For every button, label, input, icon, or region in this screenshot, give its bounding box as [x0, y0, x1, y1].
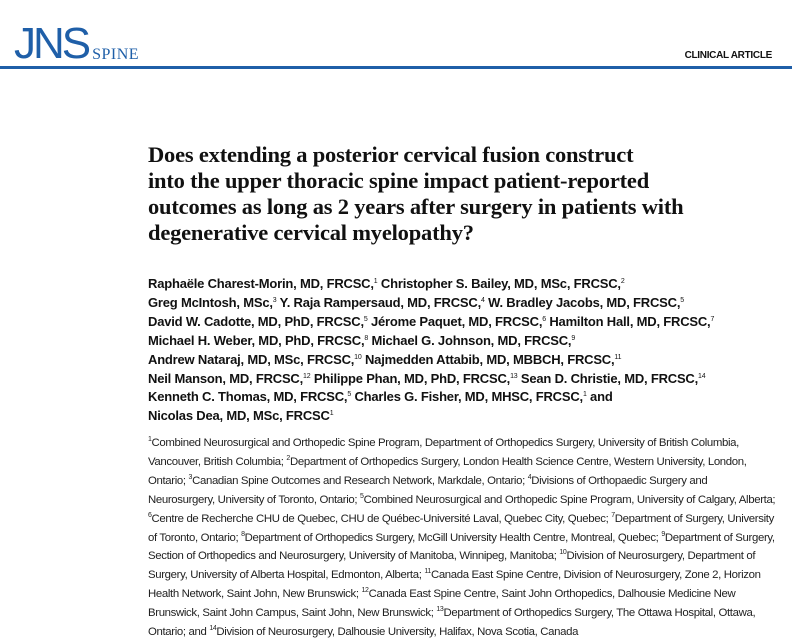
author-name: Neil Manson, MD, FRCSC,: [148, 370, 304, 386]
affiliation-number: 3: [188, 473, 193, 481]
author-line: David W. Cadotte, MD, PhD, FRCSC,5 Jérom…: [148, 313, 788, 332]
author-name: Kenneth C. Thomas, MD, FRCSC,: [148, 389, 348, 405]
author-name: Jérome Paquet, MD, FRCSC,: [367, 313, 543, 329]
affiliation-ref: 12: [303, 372, 311, 380]
affiliation-ref: 3: [272, 296, 277, 304]
author-name: W. Bradley Jacobs, MD, FRCSC,: [484, 294, 681, 310]
affiliation-number: 10: [559, 549, 567, 557]
affiliation-number: 12: [361, 587, 369, 595]
author-name: Philippe Phan, MD, PhD, FRCSC,: [310, 370, 511, 386]
author-name: Nicolas Dea, MD, MSc, FRCSC: [148, 408, 330, 424]
author-name: Najmedden Attabib, MD, MBBCH, FRCSC,: [361, 351, 615, 367]
affiliation-number: 5: [360, 492, 364, 500]
header-rule: [0, 66, 792, 69]
affiliation-text: Combined Neurosurgical and Orthopedic Sp…: [363, 493, 776, 506]
affiliation-ref: 8: [364, 334, 369, 342]
affiliation-number: 14: [209, 625, 217, 633]
affiliation-ref: 6: [542, 315, 546, 323]
journal-logo: JNS SPINE: [14, 16, 139, 68]
affiliation-text: Department of Surgery, University of Tor…: [148, 512, 774, 544]
author-line: Greg McIntosh, MSc,3 Y. Raja Rampersaud,…: [148, 294, 788, 313]
author-name: Raphaële Charest-Morin, MD, FRCSC,: [148, 276, 374, 291]
affiliation-text: Division of Neurosurgery, Dalhousie Univ…: [216, 626, 579, 639]
affiliation-ref: 4: [481, 296, 485, 304]
author-line: Michael H. Weber, MD, PhD, FRCSC,8 Micha…: [148, 332, 788, 351]
affiliation-number: 11: [424, 568, 431, 576]
affiliation-text: Canada East Spine Centre, Division of Ne…: [148, 569, 761, 601]
article-title: Does extending a posterior cervical fusi…: [148, 142, 768, 246]
affiliation-number: 2: [286, 454, 290, 462]
author-name: Sean D. Christie, MD, FRCSC,: [517, 370, 699, 386]
author-name: David W. Cadotte, MD, PhD, FRCSC,: [148, 313, 364, 329]
author-name: Christopher S. Bailey, MD, MSc, FRCSC,: [377, 276, 621, 291]
affiliation-ref: 5: [680, 296, 684, 304]
author-name: and: [586, 389, 613, 405]
affiliation-text: Department of Orthopedics Surgery, Londo…: [148, 455, 747, 487]
title-line: into the upper thoracic spine impact pat…: [148, 168, 650, 193]
author-line: Kenneth C. Thomas, MD, FRCSC,5 Charles G…: [148, 388, 788, 407]
affiliation-ref: 14: [698, 372, 706, 380]
affiliation-number: 1: [148, 436, 152, 443]
affiliation-ref: 5: [347, 391, 352, 399]
affiliation-text: Centre de Recherche CHU de Quebec, CHU d…: [151, 512, 612, 525]
author-name: Hamilton Hall, MD, FRCSC,: [545, 313, 711, 329]
affiliation-number: 13: [436, 606, 444, 614]
affiliation-text: Division of Neurosurgery, Department of …: [148, 550, 756, 582]
author-line: Neil Manson, MD, FRCSC,12 Philippe Phan,…: [148, 370, 788, 389]
affiliation-ref: 1: [329, 410, 334, 418]
author-line: Raphaële Charest-Morin, MD, FRCSC,1 Chri…: [148, 275, 788, 294]
author-name: Michael H. Weber, MD, PhD, FRCSC,: [148, 332, 365, 348]
affiliation-ref: 5: [363, 315, 368, 323]
article-type-label: CLINICAL ARTICLE: [684, 50, 773, 61]
affiliation-text: Department of Orthopedics Surgery, McGil…: [244, 531, 662, 544]
affiliation-ref: 1: [582, 391, 587, 399]
logo-spine-text: SPINE: [92, 46, 140, 63]
title-line: outcomes as long as 2 years after surger…: [148, 194, 684, 219]
affiliation-text: Department of Surgery, Section of Orthop…: [148, 531, 775, 563]
author-name: Charles G. Fisher, MD, MHSC, FRCSC,: [351, 389, 583, 405]
author-line: Andrew Nataraj, MD, MSc, FRCSC,10 Najmed…: [148, 351, 788, 370]
affiliation-number: 6: [148, 511, 152, 519]
author-name: Michael G. Johnson, MD, FRCSC,: [368, 332, 572, 348]
title-line: Does extending a posterior cervical fusi…: [148, 142, 634, 167]
author-name: Andrew Nataraj, MD, MSc, FRCSC,: [148, 351, 355, 367]
author-list: Raphaële Charest-Morin, MD, FRCSC,1 Chri…: [148, 275, 788, 426]
title-line: degenerative cervical myelopathy?: [148, 220, 474, 245]
affiliation-text: Canadian Spine Outcomes and Research Net…: [192, 474, 528, 487]
affiliation-number: 7: [611, 511, 615, 519]
author-name: Y. Raja Rampersaud, MD, FRCSC,: [276, 294, 482, 310]
affiliation-number: 8: [241, 530, 245, 538]
affiliation-ref: 9: [571, 334, 576, 342]
affiliation-ref: 10: [354, 353, 362, 361]
affiliation-ref: 1: [373, 278, 378, 285]
affiliation-ref: 11: [614, 353, 622, 361]
author-line: Nicolas Dea, MD, MSc, FRCSC1: [148, 407, 788, 426]
author-name: Greg McIntosh, MSc,: [148, 294, 273, 310]
affiliation-ref: 2: [620, 278, 625, 285]
affiliation-text: Combined Neurosurgical and Orthopedic Sp…: [148, 437, 739, 468]
affiliation-ref: 13: [510, 372, 518, 380]
affiliation-text: Divisions of Orthopaedic Surgery and Neu…: [148, 474, 708, 506]
logo-jns-text: JNS: [14, 19, 91, 68]
affiliation-ref: 7: [710, 315, 715, 323]
affiliation-number: 9: [661, 530, 665, 538]
affiliation-number: 4: [527, 473, 532, 481]
